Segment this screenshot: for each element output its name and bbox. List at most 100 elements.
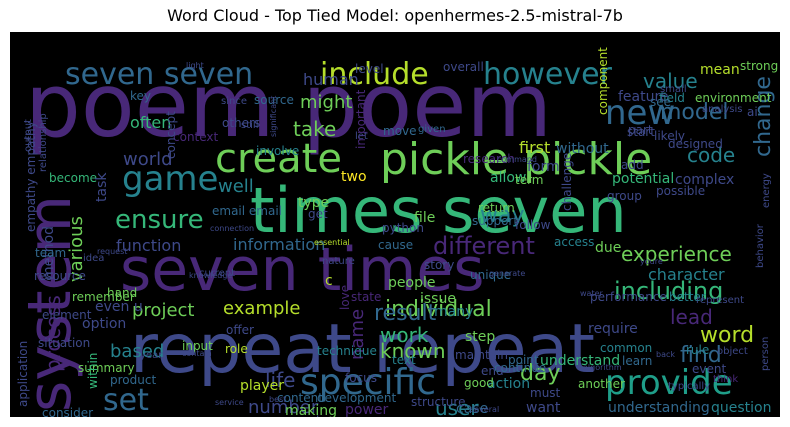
word-challenge: challenge <box>560 153 574 211</box>
word-world: world <box>123 149 173 170</box>
word-want: want <box>526 400 561 416</box>
word-hand: hand <box>107 286 137 300</box>
word-offer: offer <box>226 323 254 337</box>
word-get: get <box>308 207 328 221</box>
word-output: output <box>23 119 34 152</box>
word-level: level <box>355 62 384 76</box>
word-request: request <box>97 247 127 256</box>
word-behavior: behavior <box>755 223 766 268</box>
word-connection: connection <box>210 224 254 233</box>
word-user: user <box>435 396 479 417</box>
word-ensure: ensure <box>115 205 204 235</box>
word-empathy-empathy: empathy empathy <box>24 121 38 232</box>
word-input: input <box>182 339 213 353</box>
word-consider: consider <box>42 406 93 417</box>
word-seven-seven: seven seven <box>65 57 253 92</box>
word-within: within <box>86 353 100 389</box>
chart-title: Word Cloud - Top Tied Model: openhermes-… <box>167 6 623 25</box>
word-another: another <box>578 377 625 391</box>
word-include: include <box>320 57 429 92</box>
word-person: person <box>760 337 771 371</box>
word-good: good <box>464 376 494 390</box>
word-support: support <box>472 214 518 228</box>
word-create: create <box>215 136 342 182</box>
word-back: back <box>656 350 675 359</box>
word-small: small <box>660 84 687 95</box>
word-understand: understand <box>540 353 620 369</box>
word-word: word <box>700 323 754 348</box>
word-content: content <box>277 391 323 405</box>
word-field: field <box>659 91 685 105</box>
word-well: well <box>218 176 254 197</box>
word-story: story <box>424 258 454 272</box>
word-concept: concept <box>164 111 178 159</box>
word-essential: essential <box>314 238 350 247</box>
word-player: player <box>240 378 284 394</box>
word-life: life <box>265 368 295 392</box>
word-development: development <box>317 391 396 405</box>
word-remember: remember <box>72 290 135 304</box>
word-command: command <box>497 155 537 164</box>
word-work: work <box>380 323 429 347</box>
word-system: system <box>15 195 85 412</box>
word-state: state <box>351 290 381 304</box>
word-key: key <box>130 89 151 103</box>
word-energy: energy <box>761 173 772 208</box>
word-possible: possible <box>656 184 705 198</box>
word-element: element <box>42 308 92 322</box>
word-times-seven: times seven <box>250 174 627 247</box>
word-unique: unique <box>470 268 511 282</box>
word-potential: potential <box>612 171 674 187</box>
word-mean: mean <box>700 62 740 78</box>
word-based: based <box>110 341 164 362</box>
word-light: light <box>186 61 204 70</box>
word-function: function <box>116 236 181 255</box>
word-require: require <box>588 321 638 337</box>
word-situation: situation <box>38 336 90 350</box>
word-might: might <box>300 92 352 113</box>
word-think: think <box>713 374 738 385</box>
word-research: research <box>463 152 515 166</box>
word-two: two <box>341 169 367 185</box>
word-technique: technique <box>317 344 377 358</box>
word-contain: contain <box>182 349 212 358</box>
word-feature: feature <box>618 89 669 105</box>
word-project: project <box>132 300 194 321</box>
word-known: known <box>380 339 446 363</box>
word-term: term <box>515 173 544 187</box>
word-generate: generate <box>489 269 525 278</box>
word-product: product <box>110 373 156 387</box>
word-result: result <box>374 301 437 326</box>
word-due: due <box>595 240 621 256</box>
word-process: process <box>41 295 65 372</box>
word-human: human <box>303 70 359 89</box>
word-performance: performance <box>590 290 667 304</box>
word-take: take <box>293 117 336 141</box>
word-common: common <box>600 341 652 355</box>
word-maintain: maintain <box>455 348 508 362</box>
word-ai: ai <box>747 105 758 119</box>
word-source: source <box>254 93 294 107</box>
word-model: model <box>660 100 729 125</box>
word-move: move <box>383 124 417 138</box>
word-likely: likely <box>654 129 685 143</box>
word-start: start <box>627 125 655 139</box>
word-event: event <box>692 362 726 376</box>
word-become: become <box>49 171 97 185</box>
word-power: power <box>345 402 389 417</box>
word-see: see <box>650 95 671 109</box>
word-object: object <box>717 346 748 357</box>
word-way: way <box>480 203 525 228</box>
word-different: different <box>433 232 535 260</box>
word-game: game <box>122 159 218 199</box>
word-including: including <box>614 277 723 305</box>
word-since: since <box>221 96 247 107</box>
word-context: context <box>173 130 219 144</box>
word-focus: focus <box>345 371 377 385</box>
word-repeat-repeat: repeat repeat <box>130 310 595 389</box>
word-value: value <box>643 69 698 93</box>
word-find: find <box>680 343 722 368</box>
word-case: case <box>456 401 488 417</box>
word-change: change <box>751 76 776 157</box>
word-application: application <box>16 341 30 407</box>
